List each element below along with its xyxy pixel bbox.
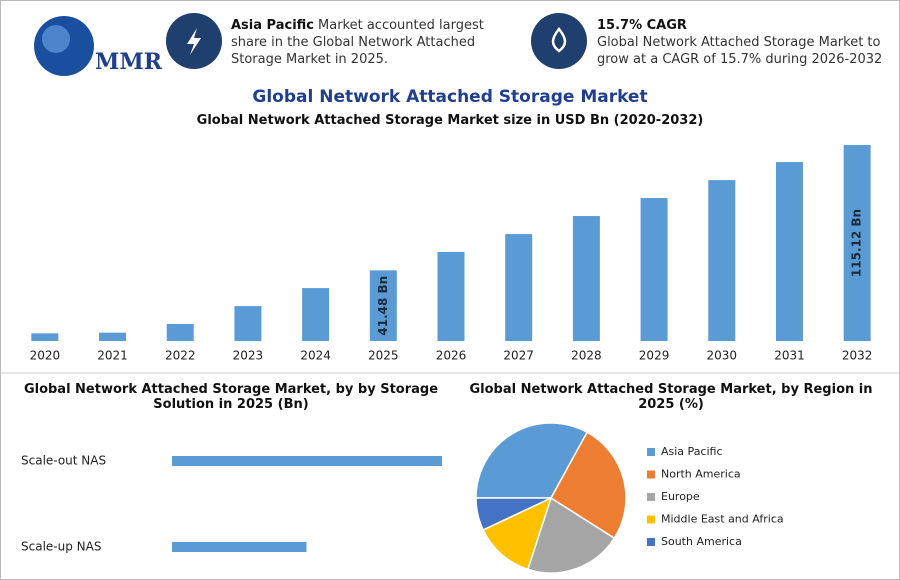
legend-label: Middle East and Africa bbox=[661, 513, 784, 526]
info-box: Asia Pacific Market accounted largest sha… bbox=[231, 17, 521, 68]
legend-label: South America bbox=[661, 535, 742, 548]
x-tick-label: 2026 bbox=[436, 349, 467, 363]
info-icon bbox=[531, 13, 587, 69]
info-bold: 15.7% CAGR bbox=[597, 18, 687, 33]
pie-slice bbox=[482, 496, 553, 571]
value-label: 115.12 Bn bbox=[850, 209, 864, 277]
x-tick-label: 2027 bbox=[503, 349, 534, 363]
x-tick-label: 2021 bbox=[97, 349, 128, 363]
pie-slice bbox=[475, 422, 589, 499]
x-tick-label: 2029 bbox=[639, 349, 670, 363]
pie-slice bbox=[475, 497, 552, 531]
bar bbox=[172, 542, 307, 552]
bar bbox=[369, 270, 397, 341]
legend-label: Asia Pacific bbox=[661, 445, 723, 458]
bar bbox=[172, 456, 442, 466]
legend-label: North America bbox=[661, 468, 741, 481]
chart-title: Global Network Attached Storage Market, … bbox=[469, 382, 873, 412]
bar bbox=[572, 216, 600, 341]
bar bbox=[99, 332, 127, 341]
bar bbox=[166, 323, 194, 341]
drop-icon bbox=[551, 26, 567, 53]
x-tick-label: 2023 bbox=[233, 349, 264, 363]
y-tick-label: Scale-up NAS bbox=[21, 540, 101, 554]
legend-swatch bbox=[647, 515, 655, 524]
x-tick-label: 2030 bbox=[706, 349, 737, 363]
y-tick-label: Scale-out NAS bbox=[21, 454, 106, 468]
legend-swatch bbox=[647, 538, 655, 546]
bar bbox=[234, 306, 262, 341]
chart-subtitle: Global Network Attached Storage Market s… bbox=[196, 113, 704, 128]
bar bbox=[843, 145, 871, 341]
x-tick-label: 2022 bbox=[165, 349, 196, 363]
bar bbox=[31, 333, 59, 341]
info-box: 15.7% CAGR Global Network Attached Storag… bbox=[597, 17, 887, 68]
info-text: Market accounted largest share in the Gl… bbox=[231, 18, 484, 67]
chart-title: Global Network Attached Storage Market bbox=[252, 87, 648, 107]
legend-label: Europe bbox=[661, 490, 700, 503]
pie-slice bbox=[550, 431, 627, 540]
chart-title: Global Network Attached Storage Market, … bbox=[23, 382, 439, 412]
bar bbox=[437, 251, 465, 341]
info-text: Global Network Attached Storage Market t… bbox=[597, 35, 883, 67]
info-bold: Asia Pacific bbox=[231, 18, 315, 33]
bar bbox=[775, 162, 803, 341]
bolt-icon bbox=[187, 28, 201, 55]
logo-globe-shine bbox=[42, 25, 70, 53]
bar bbox=[302, 288, 330, 341]
x-tick-label: 2028 bbox=[571, 349, 602, 363]
pie-slice bbox=[526, 496, 616, 574]
bar bbox=[640, 197, 668, 341]
x-tick-label: 2020 bbox=[30, 349, 61, 363]
logo-text: MMR bbox=[95, 49, 163, 75]
x-tick-label: 2024 bbox=[300, 349, 331, 363]
bar bbox=[505, 234, 533, 341]
legend-swatch bbox=[647, 448, 655, 456]
bar bbox=[708, 180, 736, 341]
x-tick-label: 2031 bbox=[774, 349, 805, 363]
x-tick-label: 2025 bbox=[368, 349, 399, 363]
legend-swatch bbox=[647, 493, 655, 501]
x-tick-label: 2032 bbox=[842, 349, 873, 363]
value-label: 41.48 Bn bbox=[376, 276, 390, 336]
legend-swatch bbox=[647, 470, 655, 479]
